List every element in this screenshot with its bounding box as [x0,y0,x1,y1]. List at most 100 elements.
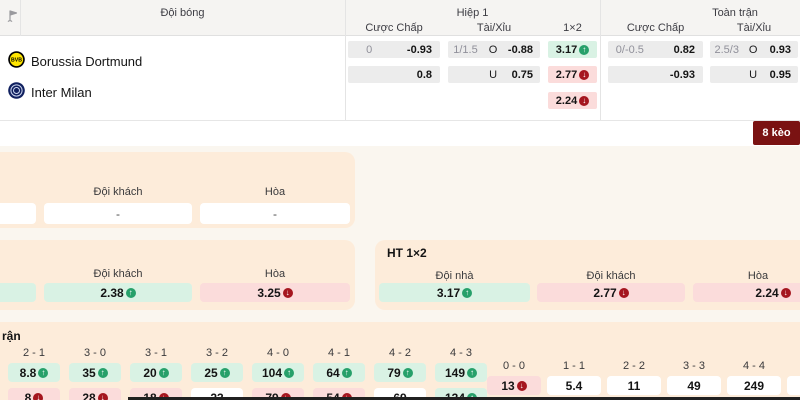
trend-up-icon [158,367,169,378]
ou-line: 1/1.5 [453,43,478,56]
score-odds-cell[interactable]: 249 [727,376,781,395]
score-odds-cell[interactable]: 25 [191,363,243,382]
ou-side: O [488,43,498,56]
ft-overunder-odds-cell[interactable]: U 0.95 [710,66,798,83]
score-odds-cell[interactable]: 35 [69,363,121,382]
odds-value: 2.38 [100,285,124,300]
odds-value: 2.77 [555,68,578,81]
trend-up-icon [97,367,108,378]
ht-1x2-card: HT 1×2 Đội nhà Đội khách Hòa 3.17 2.77 2… [375,240,800,310]
score-odds-cell[interactable]: 20 [130,363,182,382]
svg-text:BVB: BVB [11,58,22,64]
odds-value: 2.24 [555,94,578,107]
odds-value: 79 [387,365,401,380]
odds-value: 0.8 [416,68,432,81]
h1-handicap-odds-cell[interactable]: 0.8 [348,66,440,83]
odds-table: Đội bóng Hiệp 1 Toàn trận Cược Chấp Tài/… [0,0,800,146]
home-odds-cell[interactable]: 3.17 [379,283,530,302]
score-header: 1 - 1 [562,360,585,372]
trend-up-icon [402,367,413,378]
away-odds-cell[interactable]: 2.77 [537,283,685,302]
home-odds-cell-partial[interactable] [0,283,36,302]
h1-overunder-odds-cell[interactable]: 1/1.5 O -0.88 [448,41,540,58]
ft-handicap-odds-cell[interactable]: 0/-0.5 0.82 [608,41,703,58]
draw-odds-cell[interactable]: - [200,203,350,224]
home-team-name: Borussia Dortmund [31,54,143,69]
score-odds-cell[interactable]: 11 [607,376,661,395]
h1-1x2-away-odds-cell[interactable]: 2.77 [548,66,597,83]
odds-value: 5.4 [565,378,583,393]
odds-value: 13 [501,378,515,393]
odds-table-header [0,0,800,36]
score-header: 4 - 1 [327,347,350,359]
trend-down-icon [516,380,527,391]
trend-down-icon [341,392,352,400]
trend-up-icon [284,367,295,378]
odds-count-badge[interactable]: 8 kèo [753,121,800,145]
odds-value: 3.17 [436,285,461,300]
ou-side: O [748,43,758,56]
odds-value: 23 [210,390,224,400]
ft-overunder-odds-cell[interactable]: 2.5/3 O 0.93 [710,41,798,58]
odds-value: 0.82 [673,43,695,56]
draw-column-header: Hòa [747,270,769,282]
odds-value: 0.95 [769,68,791,81]
score-odds-cell[interactable]: 149 [435,363,487,382]
h1-1x2-draw-odds-cell[interactable]: 2.24 [548,92,597,109]
odds-value: 35 [82,365,96,380]
score-odds-cell[interactable]: 49 [667,376,721,395]
odds-value: 25 [204,365,218,380]
score-odds-cell[interactable]: 8 [8,388,60,400]
fulltime-group-header: Toàn trận [712,7,758,19]
ou-side: U [749,68,758,81]
score-header: 0 - 0 [502,360,525,372]
ft-overunder-header: Tài/Xỉu [736,22,772,34]
h1-overunder-odds-cell[interactable]: U 0.75 [448,66,540,83]
score-odds-cell[interactable]: 28 [69,388,121,400]
score-odds-cell-partial[interactable] [787,376,800,395]
h1-handicap-odds-cell[interactable]: 0 -0.93 [348,41,440,58]
home-odds-cell-partial[interactable] [0,203,36,224]
score-odds-cell[interactable]: 64 [313,363,365,382]
h1-handicap-header: Cược Chấp [365,22,423,34]
odds-value: 3.17 [555,43,578,56]
score-odds-cell[interactable]: 5.4 [547,376,601,395]
score-header: 3 - 1 [144,347,167,359]
score-odds-cell[interactable]: 104 [252,363,304,382]
ft-handicap-odds-cell[interactable]: -0.93 [608,66,703,83]
odds-value: 49 [687,378,701,393]
odds-value: 3.25 [257,285,281,300]
odds-value: 69 [393,390,407,400]
score-odds-cell[interactable]: 79 [374,363,426,382]
trend-up-icon [219,367,230,378]
h1-1x2-home-odds-cell[interactable]: 3.17 [548,41,597,58]
score-header: 3 - 2 [205,347,228,359]
trend-down-icon [282,287,293,298]
odds-value: 20 [143,365,157,380]
trend-up-icon [467,367,478,378]
odds-value: 149 [444,365,466,380]
team-column-header: Đội bóng [160,7,205,19]
trend-up-icon [38,367,49,378]
away-odds-cell[interactable]: 2.38 [44,283,192,302]
borussia-dortmund-logo: BVB [8,51,25,68]
trend-up-icon [462,287,473,298]
odds-value: 18 [143,390,157,400]
draw-odds-cell[interactable]: 3.25 [200,283,350,302]
score-header: 4 - 2 [388,347,411,359]
trend-down-icon [33,392,44,400]
handicap-line: 0/-0.5 [615,43,644,56]
odds-value: 64 [326,365,340,380]
odds-value: 0.75 [511,68,533,81]
draw-odds-cell[interactable]: 2.24 [693,283,800,302]
odds-value: 249 [743,378,765,393]
away-odds-cell[interactable]: - [44,203,192,224]
score-odds-cell[interactable]: 8.8 [8,363,60,382]
odds-value: -0.93 [669,68,695,81]
score-odds-cell[interactable]: 13 [487,376,541,395]
away-column-header: Đội khách [93,268,143,280]
market-card-partial: Đội khách Hòa - - [0,152,355,228]
h1-1x2-header: 1×2 [563,22,582,34]
ht-1x2-card-title: HT 1×2 [387,246,427,260]
odds-value: 79 [265,390,279,400]
